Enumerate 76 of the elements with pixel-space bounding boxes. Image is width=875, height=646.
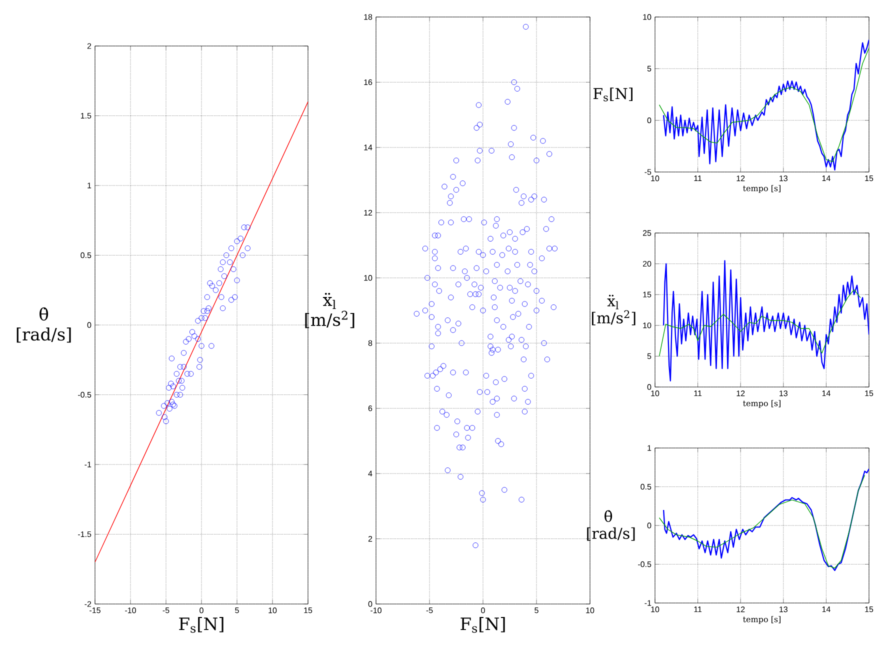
y-tick-label: 0.5 [80, 252, 92, 258]
y-tick-label: 10 [364, 275, 372, 281]
y-tick-label: 10 [643, 14, 652, 20]
y-tick-label: -2 [84, 601, 92, 607]
x-tick-label: 13 [780, 176, 788, 182]
y-tick-label: -0.5 [638, 561, 652, 568]
x-tick-label: 10 [651, 606, 660, 612]
x-tick-label: 5 [534, 608, 538, 614]
x-tick-label: 10 [651, 176, 660, 182]
x-axis-title: F$_{s}$[N] [460, 617, 505, 633]
y-tick-label: 6 [368, 406, 372, 412]
x-tick-label: -5 [162, 608, 170, 614]
y-tick-label: 10 [643, 322, 652, 328]
y-tick-label: 4 [368, 470, 372, 476]
x-tick-label: 15 [865, 390, 874, 396]
x-tick-label: 15 [865, 176, 874, 182]
x-tick-label: 12 [736, 176, 745, 182]
y-tick-label: 0 [647, 522, 652, 528]
x-tick-label: 14 [822, 390, 830, 396]
x-tick-label: 12 [736, 606, 745, 612]
y-tick-label: 1 [88, 182, 92, 188]
x-tick-label: 0 [481, 608, 485, 614]
x-tick-label: 14 [822, 606, 830, 612]
x-tick-label: 11 [694, 606, 702, 612]
x-tick-label: 0 [200, 608, 204, 614]
y-axis-title: ẍ$_{l}$ [m/s$^{2}$] [592, 294, 636, 326]
x-axis-title: tempo [s] [743, 616, 780, 624]
x-tick-label: -10 [370, 608, 382, 614]
y-axis-title: ẍ$_{l}$ [m/s$^{2}$] [305, 292, 354, 328]
y-tick-label: 15 [643, 292, 652, 298]
x-axis-title: tempo [s] [743, 185, 780, 193]
y-tick-label: 20 [642, 260, 652, 267]
y-axis-title: θ̇ [rad/s] [587, 510, 635, 541]
y-tick-label: 5 [647, 66, 652, 72]
line-series [658, 289, 861, 357]
x-tick-label: 11 [694, 176, 702, 182]
x-tick-label: 13 [780, 606, 788, 612]
x-tick-label: 13 [780, 390, 788, 396]
x-tick-label: 15 [304, 608, 312, 614]
y-tick-label: 1.5 [80, 112, 92, 119]
y-tick-label: 14 [364, 144, 372, 150]
y-axis-title: θ̇ [rad/s] [16, 307, 71, 343]
x-axis-title: tempo [s] [743, 400, 780, 408]
x-tick-label: 12 [736, 390, 745, 396]
y-tick-label: 25 [642, 230, 652, 236]
y-tick-label: 0 [368, 601, 372, 607]
y-tick-label: 0 [647, 118, 652, 124]
x-tick-label: -15 [90, 608, 100, 614]
x-tick-label: 15 [865, 606, 874, 612]
x-tick-label: -5 [426, 608, 433, 614]
y-tick-label: -5 [644, 169, 652, 175]
y-tick-label: -0.5 [78, 392, 92, 398]
x-tick-label: 11 [694, 390, 702, 396]
y-tick-label: 1 [648, 445, 652, 451]
y-tick-label: 12 [364, 210, 372, 216]
y-tick-label: 0 [647, 384, 652, 390]
x-tick-label: 14 [822, 176, 830, 182]
y-tick-label: 0.5 [640, 484, 652, 490]
y-tick-label: 16 [364, 79, 372, 86]
y-tick-label: -1.5 [78, 531, 92, 538]
line-series [662, 260, 870, 382]
y-tick-label: 2 [87, 43, 92, 49]
x-tick-label: 10 [651, 390, 660, 396]
y-tick-label: 18 [364, 14, 372, 20]
y-tick-label: 5 [647, 353, 652, 359]
y-tick-label: 2 [368, 536, 372, 542]
y-tick-label: 8 [368, 340, 372, 346]
x-tick-label: 5 [235, 608, 239, 614]
y-tick-label: 0 [87, 322, 92, 328]
y-tick-label: -1 [84, 462, 92, 468]
x-axis-title: F$_{s}$[N] [179, 617, 224, 633]
y-axis-title: F$_{s}$[N] [593, 88, 632, 102]
y-tick-label: -1 [644, 600, 652, 606]
x-tick-label: 10 [268, 608, 277, 614]
x-tick-label: 10 [586, 608, 594, 614]
x-tick-label: -10 [125, 608, 136, 614]
